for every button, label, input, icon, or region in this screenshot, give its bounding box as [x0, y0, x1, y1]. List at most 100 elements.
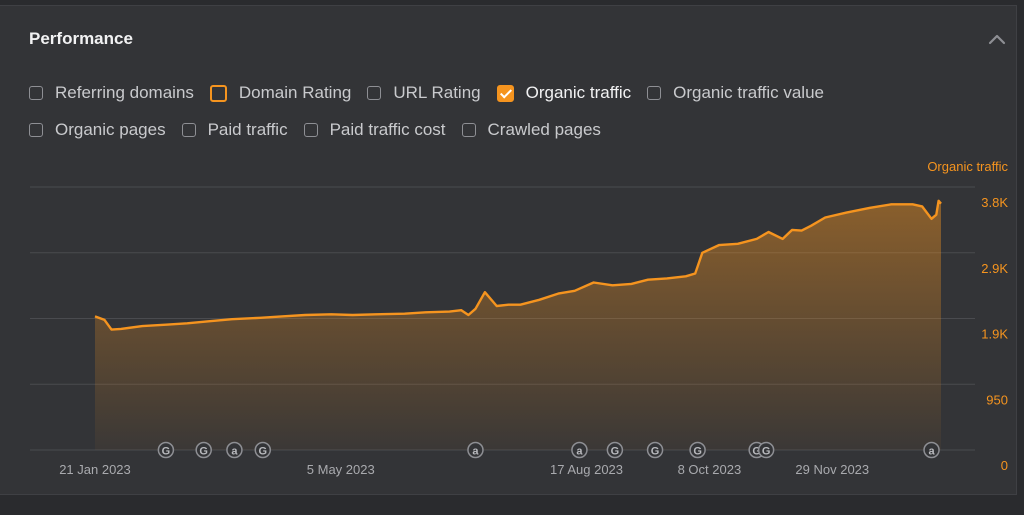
data-point[interactable] [424, 310, 428, 314]
data-point[interactable] [374, 312, 378, 316]
data-point[interactable] [809, 224, 813, 228]
data-point[interactable] [403, 312, 407, 316]
data-point[interactable] [473, 307, 477, 311]
data-point[interactable] [280, 314, 284, 318]
annotation-icon[interactable] [467, 441, 484, 459]
checkbox-box[interactable] [181, 123, 196, 137]
google-update-icon[interactable] [195, 441, 212, 459]
checkbox-box[interactable] [303, 123, 318, 137]
google-update-icon[interactable] [689, 441, 706, 459]
x-tick-label: 8 Oct 2023 [678, 462, 742, 477]
google-update-icon[interactable] [757, 441, 775, 459]
data-point[interactable] [459, 308, 463, 312]
data-point[interactable] [717, 243, 721, 247]
data-point[interactable] [140, 324, 144, 328]
google-update-icon[interactable] [606, 441, 624, 459]
google-update-icon[interactable] [646, 441, 664, 459]
data-point[interactable] [507, 303, 511, 307]
data-point[interactable] [889, 202, 893, 206]
y-tick-label: 0 [1001, 458, 1008, 473]
y-tick-label: 3.8K [981, 195, 1008, 210]
data-point[interactable] [556, 292, 560, 296]
data-point[interactable] [351, 313, 355, 317]
annotation-icon-glyph: a [472, 446, 479, 458]
checkbox-box[interactable] [367, 86, 382, 100]
data-point[interactable] [466, 313, 470, 317]
data-point[interactable] [934, 213, 938, 217]
checkbox-referring-domains[interactable]: Referring domains [29, 83, 194, 103]
google-update-icon[interactable] [254, 441, 272, 459]
data-point[interactable] [736, 242, 740, 246]
data-point[interactable] [755, 237, 759, 241]
data-point[interactable] [700, 251, 704, 255]
data-point[interactable] [781, 237, 785, 241]
data-point[interactable] [185, 321, 189, 325]
google-update-icon-glyph: G [611, 446, 620, 458]
data-point[interactable] [684, 274, 688, 278]
checkbox-box[interactable] [647, 86, 662, 100]
panel-title: Performance [29, 29, 133, 48]
annotation-icon[interactable] [226, 441, 243, 459]
data-point[interactable] [611, 283, 615, 287]
checkbox-box[interactable] [29, 86, 43, 100]
checkbox-box-checked[interactable] [496, 84, 514, 102]
data-point[interactable] [823, 215, 827, 219]
data-point[interactable] [646, 278, 650, 282]
data-point[interactable] [110, 328, 114, 332]
checkbox-label: Organic traffic [525, 83, 632, 102]
checkbox-label: URL Rating [393, 83, 481, 102]
data-point[interactable] [868, 206, 872, 210]
annotation-icon[interactable] [571, 441, 588, 459]
checkbox-label: Crawled pages [487, 120, 601, 139]
data-point[interactable] [693, 272, 697, 276]
data-point[interactable] [258, 316, 262, 320]
y-tick-label: 2.9K [981, 261, 1008, 276]
series-line-organic-traffic[interactable] [94, 199, 942, 331]
checkbox-domain-rating[interactable]: Domain Rating [209, 83, 351, 103]
checkbox-box[interactable] [29, 123, 43, 137]
y-tick-label: 1.9K [981, 327, 1008, 342]
google-update-icon-glyph: G [693, 446, 702, 458]
checkbox-paid-traffic-cost[interactable]: Paid traffic cost [303, 120, 446, 140]
data-point[interactable] [518, 303, 522, 307]
checkbox-organic-pages[interactable]: Organic pages [29, 120, 166, 140]
data-point[interactable] [537, 298, 541, 302]
data-point[interactable] [766, 230, 770, 234]
data-point[interactable] [911, 202, 915, 206]
data-point[interactable] [665, 276, 669, 280]
data-point[interactable] [629, 282, 633, 286]
annotation-icon[interactable] [923, 441, 940, 459]
checkbox-label: Paid traffic cost [329, 120, 446, 139]
data-point[interactable] [592, 281, 596, 285]
checkbox-crawled-pages[interactable]: Crawled pages [461, 120, 601, 140]
data-point[interactable] [119, 327, 123, 331]
data-point[interactable] [790, 228, 794, 232]
data-point[interactable] [102, 318, 106, 322]
data-point[interactable] [844, 211, 848, 215]
data-point[interactable] [495, 304, 499, 308]
checkbox-box[interactable] [461, 123, 476, 137]
google-update-icon[interactable] [157, 441, 175, 459]
data-point[interactable] [573, 289, 577, 293]
data-point[interactable] [904, 202, 908, 206]
data-point[interactable] [93, 314, 97, 318]
checkbox-paid-traffic[interactable]: Paid traffic [181, 120, 288, 140]
data-point[interactable] [230, 317, 234, 321]
data-point[interactable] [206, 319, 210, 323]
checkbox-organic-traffic[interactable]: Organic traffic [496, 83, 632, 103]
data-point[interactable] [483, 290, 487, 294]
data-point[interactable] [329, 312, 333, 316]
data-point[interactable] [920, 204, 924, 208]
checkbox-box[interactable] [209, 84, 227, 102]
x-tick-label: 21 Jan 2023 [59, 462, 131, 477]
checkbox-url-rating[interactable]: URL Rating [367, 83, 481, 103]
data-point[interactable] [930, 217, 934, 221]
chevron-up-icon[interactable] [988, 32, 1006, 46]
data-point[interactable] [447, 310, 451, 314]
data-point[interactable] [939, 202, 943, 206]
data-point[interactable] [800, 229, 804, 233]
checkbox-organic-traffic-value[interactable]: Organic traffic value [647, 83, 824, 103]
data-point[interactable] [303, 313, 307, 317]
data-point[interactable] [164, 323, 168, 327]
